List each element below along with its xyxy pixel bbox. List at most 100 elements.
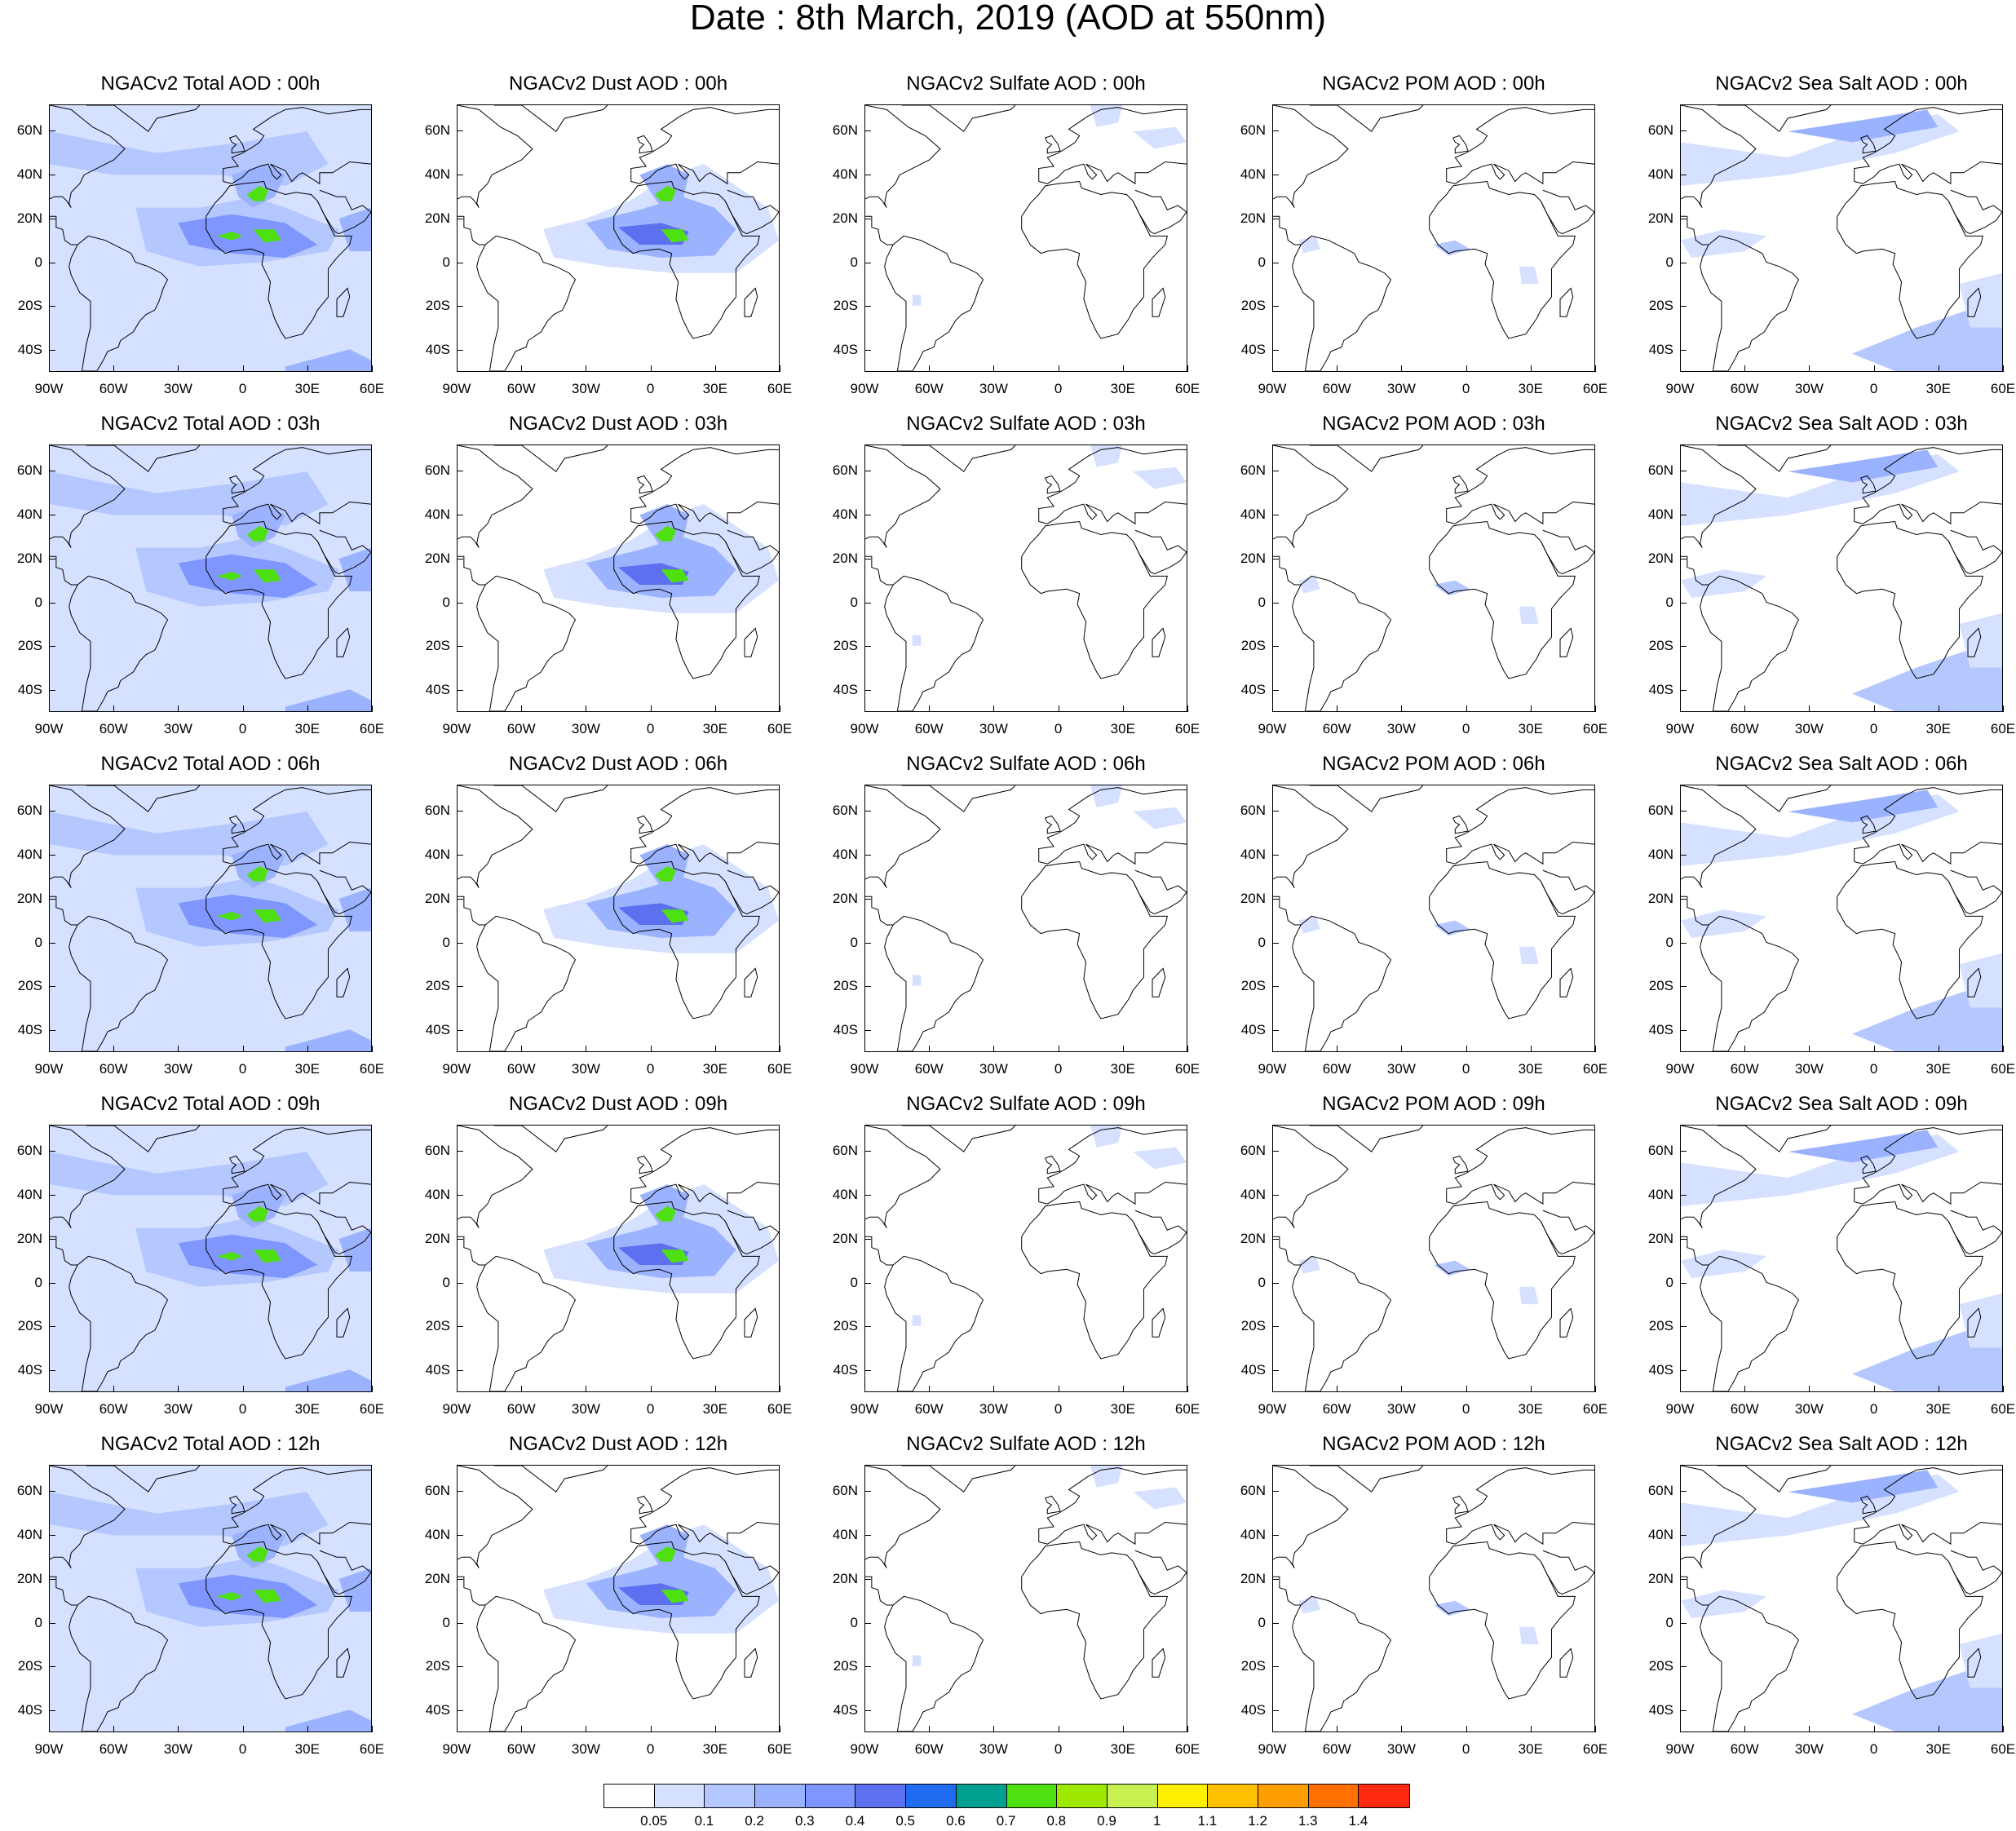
x-tick	[521, 365, 523, 372]
x-tick-label: 60W	[99, 1401, 128, 1417]
map-frame	[49, 785, 372, 1052]
coastline	[1837, 520, 1983, 679]
y-tick	[864, 1622, 871, 1624]
map-frame	[1272, 1465, 1595, 1732]
coastline	[206, 1541, 352, 1700]
x-tick	[1809, 1046, 1810, 1052]
coastline	[636, 135, 653, 154]
x-tick-label: 60W	[1322, 1741, 1351, 1757]
x-tick	[178, 705, 179, 712]
map-canvas	[1681, 445, 2002, 711]
x-tick	[1530, 1046, 1532, 1052]
y-tick-label: 40S	[1648, 1362, 1673, 1378]
x-tick	[1272, 365, 1273, 372]
y-tick-label: 20N	[1647, 1570, 1673, 1586]
x-tick	[714, 365, 716, 372]
map-canvas	[1681, 785, 2002, 1051]
y-tick-label: 60N	[1240, 803, 1266, 819]
map-canvas	[1273, 105, 1594, 371]
coastline	[223, 787, 371, 862]
map-panel: NGACv2 Dust AOD : 00h 60N 40N 20N 0 20S 40S 90W…	[408, 73, 792, 400]
x-tick-label: 90W	[1665, 1401, 1695, 1417]
y-tick	[457, 306, 463, 307]
x-tick	[1595, 1046, 1596, 1052]
y-tick	[864, 1710, 871, 1712]
x-tick-label: 30E	[1518, 1061, 1543, 1077]
map-panel: NGACv2 POM AOD : 09h 60N 40N 20N 0 20S 40S 90W 6…	[1223, 1094, 1607, 1420]
map-panel: NGACv2 Sulfate AOD : 12h 60N 40N 20N 0 20S 40S…	[816, 1434, 1200, 1760]
x-tick-label: 60W	[1322, 1061, 1351, 1077]
panel-title: NGACv2 Total AOD : 06h	[100, 753, 321, 775]
coastline	[1273, 1236, 1302, 1266]
map-panel: NGACv2 Sea Salt AOD : 00h 60N 40N 20N 0 20S 40…	[1631, 73, 2015, 400]
coastline	[1559, 1307, 1574, 1338]
x-tick	[1530, 365, 1532, 372]
y-tick-label: 20N	[16, 550, 42, 566]
coastline	[1681, 896, 1709, 926]
coastline	[1309, 445, 1424, 472]
y-tick	[1680, 1491, 1687, 1493]
colorbar-label: 0.5	[895, 1813, 915, 1829]
map-canvas	[50, 105, 371, 371]
y-tick	[457, 1030, 463, 1032]
coastline	[206, 860, 352, 1019]
x-tick-label: 60W	[99, 1741, 128, 1757]
coastline	[1967, 967, 1982, 997]
y-tick-label: 20S	[17, 1658, 42, 1674]
coastline	[724, 869, 779, 915]
aod-shading	[1852, 645, 2002, 711]
coastline	[1446, 107, 1594, 182]
y-tick-label: 20N	[16, 890, 42, 906]
x-tick-label: 90W	[850, 1401, 879, 1417]
coastline	[1446, 1127, 1594, 1202]
colorbar-label: 0.8	[1046, 1813, 1067, 1829]
coastline	[493, 785, 608, 812]
y-tick-label: 20N	[1647, 1230, 1673, 1246]
x-tick	[242, 705, 244, 712]
y-tick-label: 40N	[1647, 506, 1673, 523]
aod-shading	[1681, 229, 1767, 259]
coastline	[1309, 1126, 1424, 1152]
y-tick	[49, 811, 55, 812]
colorbar-label: 0.05	[640, 1813, 668, 1829]
map-frame	[1680, 444, 2003, 712]
y-tick-label: 60N	[16, 462, 42, 479]
coastline	[206, 520, 352, 679]
coastline	[476, 915, 577, 1051]
x-tick-label: 30W	[979, 721, 1008, 736]
coastline	[1292, 235, 1392, 371]
colorbar-swatch	[1359, 1785, 1409, 1807]
coastline	[1021, 180, 1168, 339]
y-tick	[1272, 942, 1279, 944]
x-tick-label: 60W	[914, 1741, 944, 1757]
x-tick	[49, 705, 50, 712]
coastline	[1559, 1647, 1574, 1678]
coastline	[1717, 785, 1832, 812]
x-tick	[372, 365, 373, 372]
y-tick	[1680, 1326, 1687, 1328]
y-tick	[457, 942, 463, 944]
x-tick	[2003, 705, 2004, 712]
x-tick	[1122, 1046, 1124, 1052]
y-tick	[49, 1622, 55, 1624]
aod-shading	[654, 185, 676, 201]
coastline	[1446, 787, 1594, 862]
coastline	[1273, 1466, 1349, 1568]
aod-shading	[1090, 445, 1123, 467]
y-tick	[49, 350, 55, 352]
y-tick-label: 0	[34, 1614, 42, 1630]
coastline	[1837, 180, 1983, 339]
y-tick-label: 20N	[424, 210, 450, 226]
x-tick	[2003, 1386, 2004, 1392]
x-tick-label: 0	[646, 1401, 655, 1417]
x-tick	[49, 1046, 50, 1052]
y-tick-label: 40S	[17, 1362, 42, 1378]
x-tick	[1401, 1386, 1403, 1392]
coastline	[1446, 1467, 1594, 1542]
aod-shading	[1298, 1256, 1320, 1274]
map-panel: NGACv2 Sea Salt AOD : 12h 60N 40N 20N 0 20S 40…	[1631, 1434, 2015, 1760]
x-tick-label: 60W	[1730, 1401, 1759, 1417]
y-tick-label: 20S	[425, 978, 450, 994]
x-tick-label: 0	[238, 1741, 247, 1757]
x-tick-label: 30E	[1925, 721, 1951, 736]
